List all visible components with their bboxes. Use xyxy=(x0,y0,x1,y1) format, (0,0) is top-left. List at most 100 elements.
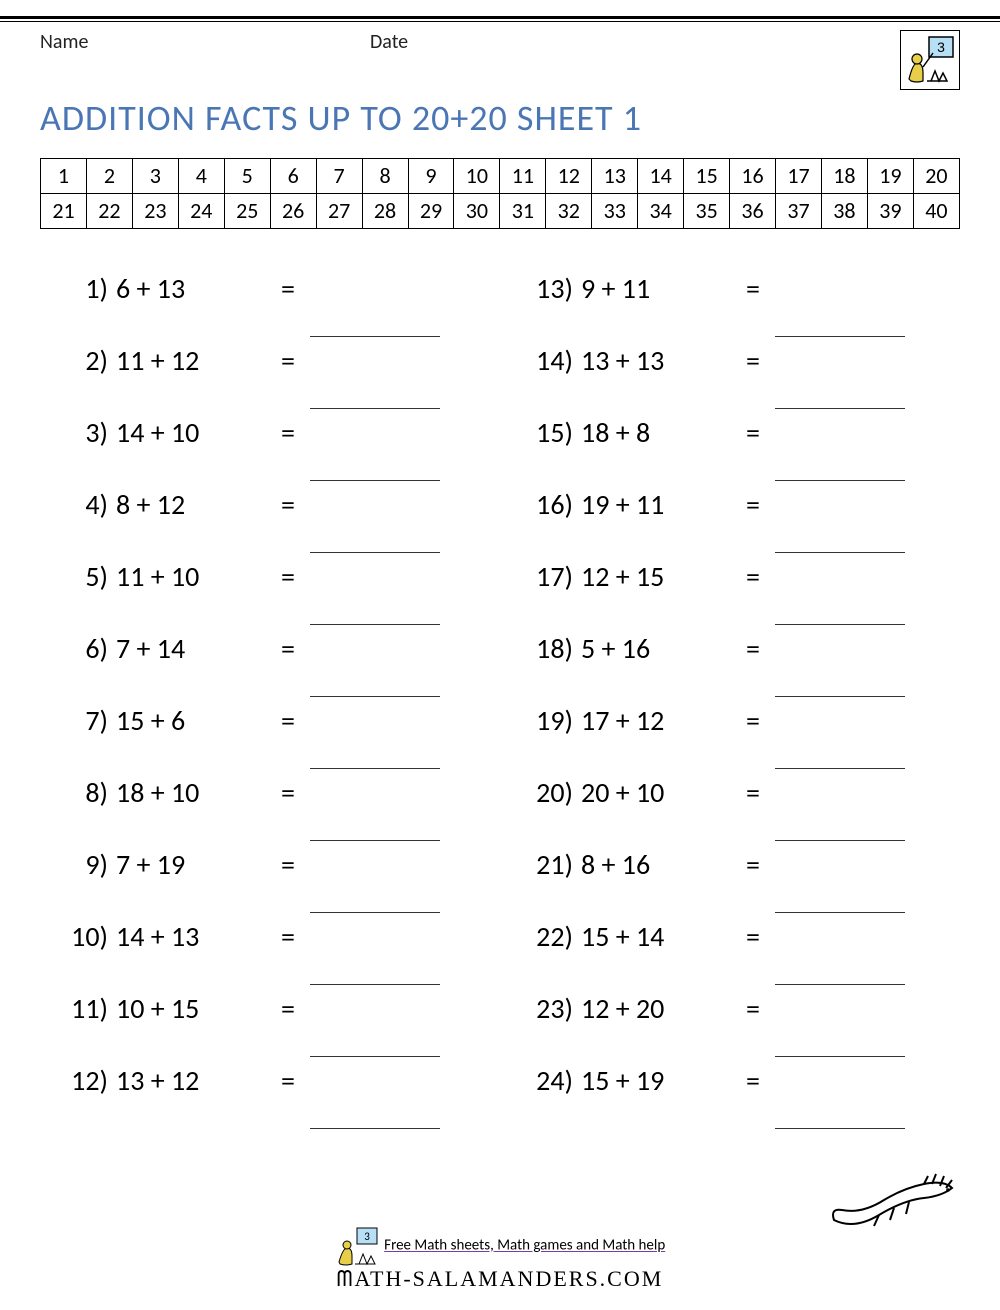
problem-row: 19)17 + 12= xyxy=(505,703,960,775)
problem-expression: 14 + 10 xyxy=(116,415,266,450)
problem-expression: 19 + 11 xyxy=(581,487,731,522)
problem-number: 16) xyxy=(505,487,581,522)
header-row: Name Date 3 xyxy=(40,30,960,90)
answer-blank[interactable] xyxy=(775,811,905,841)
problem-number: 2) xyxy=(40,343,116,378)
badge-number: 3 xyxy=(937,39,945,55)
answer-blank[interactable] xyxy=(775,379,905,409)
name-label: Name xyxy=(40,30,370,54)
answer-blank[interactable] xyxy=(310,739,440,769)
answer-blank[interactable] xyxy=(310,451,440,481)
problem-expression: 7 + 19 xyxy=(116,847,266,882)
equals-sign: = xyxy=(731,559,775,594)
problem-expression: 12 + 20 xyxy=(581,991,731,1026)
grade-badge-icon: 3 xyxy=(900,30,960,90)
problems-col-left: 1)6 + 13=2)11 + 12=3)14 + 10=4)8 + 12=5)… xyxy=(40,271,495,1135)
equals-sign: = xyxy=(266,775,310,810)
answer-blank[interactable] xyxy=(775,883,905,913)
number-cell: 27 xyxy=(316,194,362,229)
number-cell: 15 xyxy=(684,159,730,194)
number-cell: 3 xyxy=(132,159,178,194)
equals-sign: = xyxy=(731,847,775,882)
problem-row: 14)13 + 13= xyxy=(505,343,960,415)
problem-number: 3) xyxy=(40,415,116,450)
number-cell: 4 xyxy=(178,159,224,194)
problem-row: 9)7 + 19= xyxy=(40,847,495,919)
number-cell: 7 xyxy=(316,159,362,194)
number-cell: 8 xyxy=(362,159,408,194)
answer-blank[interactable] xyxy=(310,667,440,697)
number-cell: 39 xyxy=(867,194,913,229)
equals-sign: = xyxy=(266,1063,310,1098)
problem-number: 19) xyxy=(505,703,581,738)
answer-blank[interactable] xyxy=(775,451,905,481)
number-cell: 17 xyxy=(776,159,822,194)
answer-blank[interactable] xyxy=(775,595,905,625)
equals-sign: = xyxy=(266,991,310,1026)
answer-blank[interactable] xyxy=(310,595,440,625)
answer-blank[interactable] xyxy=(310,955,440,985)
problem-expression: 9 + 11 xyxy=(581,271,731,306)
problem-number: 23) xyxy=(505,991,581,1026)
problem-row: 24)15 + 19= xyxy=(505,1063,960,1135)
equals-sign: = xyxy=(731,919,775,954)
answer-blank[interactable] xyxy=(310,379,440,409)
answer-blank[interactable] xyxy=(310,883,440,913)
answer-blank[interactable] xyxy=(775,955,905,985)
equals-sign: = xyxy=(266,631,310,666)
answer-blank[interactable] xyxy=(310,811,440,841)
problem-row: 21)8 + 16= xyxy=(505,847,960,919)
problem-expression: 20 + 10 xyxy=(581,775,731,810)
problem-row: 17)12 + 15= xyxy=(505,559,960,631)
svg-text:3: 3 xyxy=(364,1230,370,1243)
answer-blank[interactable] xyxy=(310,307,440,337)
number-cell: 37 xyxy=(776,194,822,229)
problem-row: 8)18 + 10= xyxy=(40,775,495,847)
problem-row: 10)14 + 13= xyxy=(40,919,495,991)
number-cell: 36 xyxy=(730,194,776,229)
problem-expression: 12 + 15 xyxy=(581,559,731,594)
answer-blank[interactable] xyxy=(310,1027,440,1057)
problem-expression: 15 + 19 xyxy=(581,1063,731,1098)
problem-number: 6) xyxy=(40,631,116,666)
problem-expression: 15 + 14 xyxy=(581,919,731,954)
problem-expression: 6 + 13 xyxy=(116,271,266,306)
number-cell: 32 xyxy=(546,194,592,229)
problem-row: 16)19 + 11= xyxy=(505,487,960,559)
footer: 3 Free Math sheets, Math games and Math … xyxy=(0,1226,1000,1292)
equals-sign: = xyxy=(266,487,310,522)
equals-sign: = xyxy=(266,847,310,882)
top-rule xyxy=(0,16,1000,22)
problem-expression: 15 + 6 xyxy=(116,703,266,738)
equals-sign: = xyxy=(731,775,775,810)
problems-grid: 1)6 + 13=2)11 + 12=3)14 + 10=4)8 + 12=5)… xyxy=(40,271,960,1135)
answer-blank[interactable] xyxy=(775,523,905,553)
answer-blank[interactable] xyxy=(775,1099,905,1129)
number-cell: 28 xyxy=(362,194,408,229)
number-cell: 11 xyxy=(500,159,546,194)
answer-blank[interactable] xyxy=(775,739,905,769)
number-cell: 34 xyxy=(638,194,684,229)
problem-expression: 8 + 12 xyxy=(116,487,266,522)
number-row-1: 1234567891011121314151617181920 xyxy=(41,159,960,194)
problem-expression: 11 + 12 xyxy=(116,343,266,378)
answer-blank[interactable] xyxy=(310,1099,440,1129)
equals-sign: = xyxy=(731,991,775,1026)
problem-number: 21) xyxy=(505,847,581,882)
problem-number: 9) xyxy=(40,847,116,882)
problem-row: 5)11 + 10= xyxy=(40,559,495,631)
problem-row: 22)15 + 14= xyxy=(505,919,960,991)
equals-sign: = xyxy=(266,271,310,306)
answer-blank[interactable] xyxy=(775,667,905,697)
problem-number: 7) xyxy=(40,703,116,738)
problem-row: 4)8 + 12= xyxy=(40,487,495,559)
problem-number: 17) xyxy=(505,559,581,594)
problem-expression: 17 + 12 xyxy=(581,703,731,738)
equals-sign: = xyxy=(266,919,310,954)
answer-blank[interactable] xyxy=(310,523,440,553)
answer-blank[interactable] xyxy=(775,307,905,337)
problem-expression: 14 + 13 xyxy=(116,919,266,954)
problems-col-right: 13)9 + 11=14)13 + 13=15)18 + 8=16)19 + 1… xyxy=(505,271,960,1135)
answer-blank[interactable] xyxy=(775,1027,905,1057)
number-cell: 6 xyxy=(270,159,316,194)
